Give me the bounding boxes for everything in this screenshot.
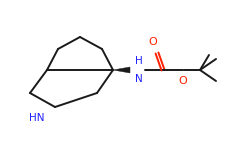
Text: N: N bbox=[135, 74, 143, 84]
Text: O: O bbox=[149, 37, 157, 47]
Polygon shape bbox=[113, 67, 130, 73]
Text: O: O bbox=[179, 76, 187, 86]
Text: HN: HN bbox=[29, 113, 45, 123]
Text: H: H bbox=[135, 57, 143, 66]
